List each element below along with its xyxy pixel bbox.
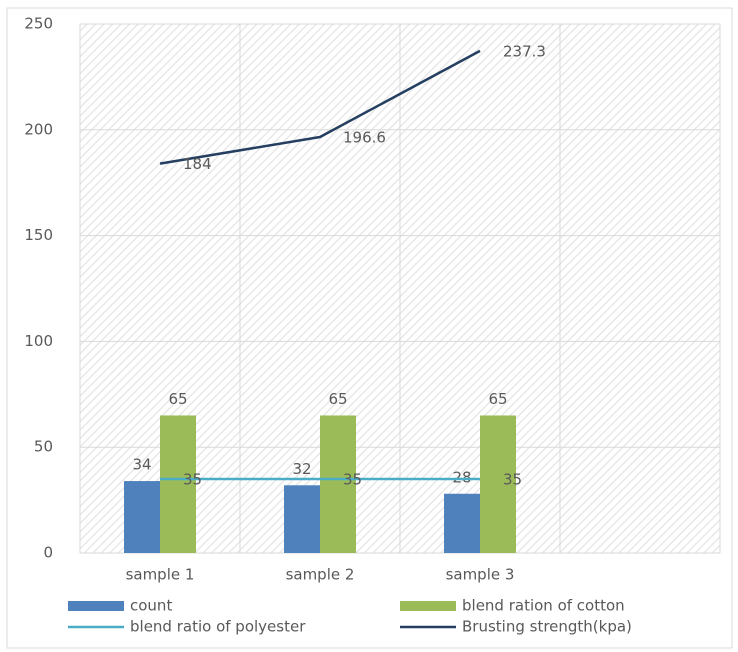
legend-label: blend ratio of polyester xyxy=(130,618,306,636)
x-tick-label: sample 1 xyxy=(126,566,195,584)
data-label: 28 xyxy=(452,468,471,486)
data-label: 34 xyxy=(132,456,151,474)
data-label: 65 xyxy=(488,390,507,408)
legend-label: blend ration of cotton xyxy=(462,597,625,615)
y-tick-label: 150 xyxy=(24,226,53,244)
bar xyxy=(320,415,356,553)
bar xyxy=(160,415,196,553)
bar xyxy=(480,415,516,553)
data-label: 65 xyxy=(168,390,187,408)
bar xyxy=(284,485,320,553)
data-label: 32 xyxy=(292,460,311,478)
legend-label: Brusting strength(kpa) xyxy=(462,618,632,636)
data-label: 35 xyxy=(503,470,522,488)
data-label: 35 xyxy=(183,470,202,488)
data-label: 35 xyxy=(343,470,362,488)
y-tick-label: 100 xyxy=(24,332,53,350)
y-tick-label: 50 xyxy=(34,438,53,456)
bar xyxy=(124,481,160,553)
x-tick-label: sample 3 xyxy=(446,566,515,584)
bar xyxy=(444,493,480,553)
legend-label: count xyxy=(130,597,172,615)
y-tick-label: 250 xyxy=(24,15,53,33)
data-label: 65 xyxy=(328,390,347,408)
line xyxy=(159,49,481,165)
data-label: 184 xyxy=(183,155,212,173)
y-tick-label: 200 xyxy=(24,120,53,138)
legend-marker xyxy=(400,601,456,611)
y-tick-label: 0 xyxy=(43,544,53,562)
data-label: 237.3 xyxy=(503,42,546,60)
data-label: 196.6 xyxy=(343,128,386,146)
legend-marker xyxy=(68,601,124,611)
x-tick-label: sample 2 xyxy=(286,566,355,584)
